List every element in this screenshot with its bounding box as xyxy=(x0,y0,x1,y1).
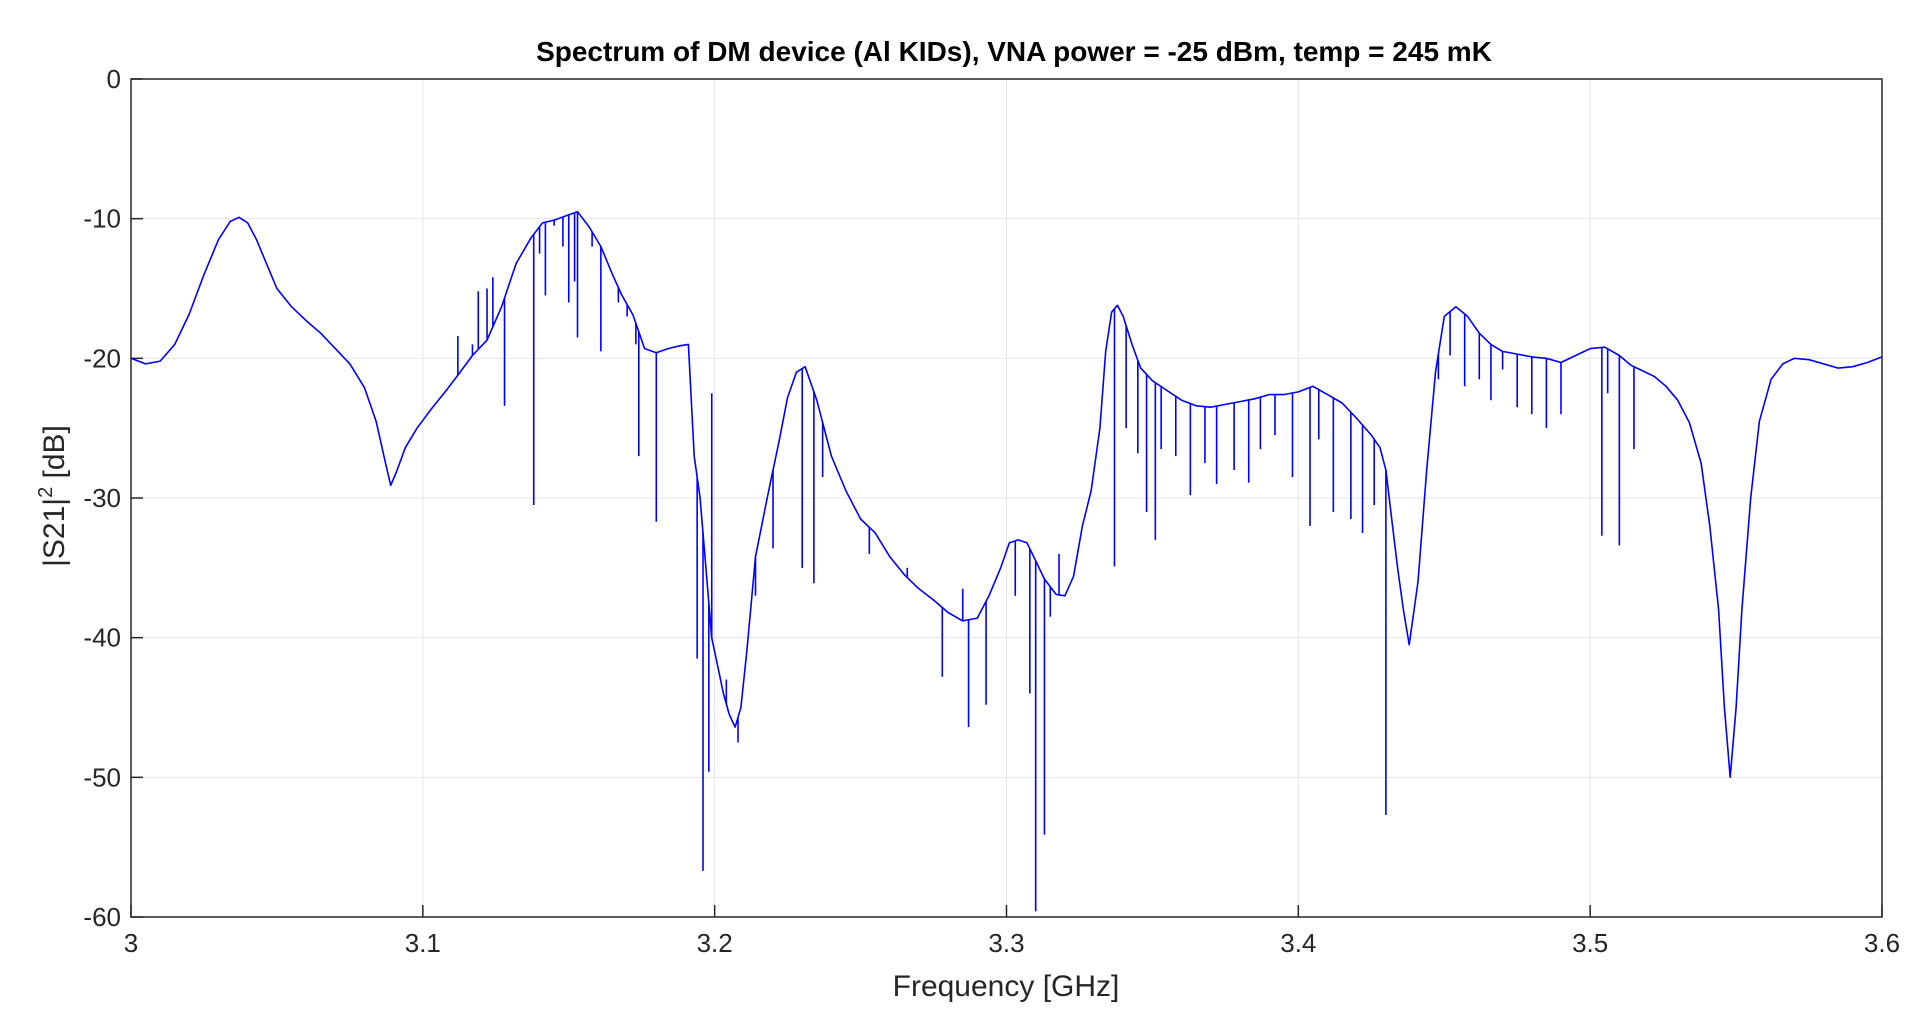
y-tick-label: -50 xyxy=(83,762,121,792)
y-axis-label-main: |S21| xyxy=(38,498,71,567)
y-tick-label: 0 xyxy=(107,64,121,94)
y-axis-label: |S21|2 [dB] xyxy=(35,425,71,567)
x-axis: 3 3.1 3.2 3.3 3.4 3.5 3.6 xyxy=(124,905,1900,958)
x-tick-label: 3.3 xyxy=(988,928,1024,958)
x-tick-label: 3.6 xyxy=(1864,928,1900,958)
x-axis-label: Frequency [GHz] xyxy=(893,970,1120,1003)
y-axis: 0 -10 -20 -30 -40 -50 -60 xyxy=(83,64,143,932)
x-tick-label: 3.1 xyxy=(405,928,441,958)
y-tick-label: -60 xyxy=(83,902,121,932)
spectrum-line xyxy=(130,210,1883,779)
y-tick-label: -40 xyxy=(83,623,121,653)
chart-title: Spectrum of DM device (Al KIDs), VNA pow… xyxy=(536,36,1492,67)
x-tick-label: 3.2 xyxy=(697,928,733,958)
x-tick-label: 3 xyxy=(124,928,138,958)
y-tick-label: -30 xyxy=(83,483,121,513)
y-tick-label: -10 xyxy=(83,204,121,234)
x-tick-label: 3.4 xyxy=(1280,928,1316,958)
y-tick-label: -20 xyxy=(83,343,121,373)
spectrum-series xyxy=(130,210,1883,912)
y-axis-label-superscript: 2 xyxy=(35,487,57,498)
y-axis-label-unit: [dB] xyxy=(38,425,71,487)
x-tick-label: 3.5 xyxy=(1572,928,1608,958)
